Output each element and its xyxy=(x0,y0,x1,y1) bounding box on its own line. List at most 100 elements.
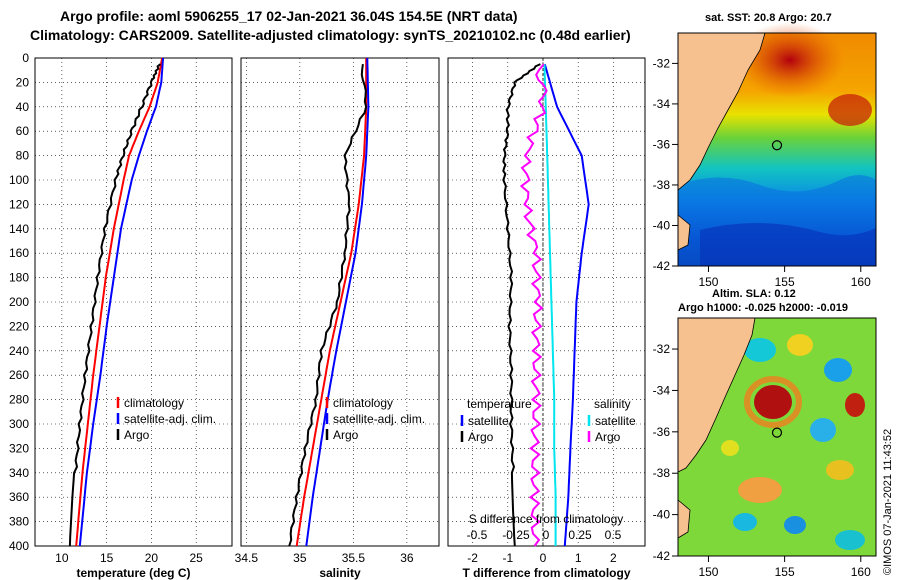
x-tick-label: -1 xyxy=(502,551,513,565)
legend-label: satellite xyxy=(468,414,509,428)
sst-map xyxy=(677,22,877,267)
map-lat-label: -40 xyxy=(653,218,671,232)
sla-eddy xyxy=(826,460,854,480)
x-tick-label: 35 xyxy=(293,551,307,565)
series-line-argo xyxy=(288,63,368,547)
sla-eddy xyxy=(810,418,836,442)
top-tick-label: 0.5 xyxy=(605,528,622,542)
y-tick-label: 280 xyxy=(9,393,29,407)
x-tick-label: 36 xyxy=(400,551,414,565)
sla-eddy xyxy=(787,334,813,356)
series-line-s-satellite xyxy=(543,64,557,546)
map-lat-label: -42 xyxy=(653,259,671,273)
sst-map-frame xyxy=(677,32,877,267)
y-tick-label: 260 xyxy=(9,368,29,382)
map-lat-label: -38 xyxy=(653,178,671,192)
x-axis-label: temperature (deg C) xyxy=(76,566,190,580)
sla-eddy-ring xyxy=(744,376,802,428)
legend-label: Argo xyxy=(124,428,150,442)
y-tick-label: 220 xyxy=(9,319,29,333)
sla-eddy xyxy=(744,338,776,362)
y-tick-label: 120 xyxy=(9,197,29,211)
sla-eddy xyxy=(738,477,782,503)
map-lat-label: -40 xyxy=(653,508,671,522)
x-tick-label: 20 xyxy=(145,551,159,565)
sla-map-title-2: Argo h1000: -0.025 h2000: -0.019 xyxy=(678,302,848,314)
y-tick-label: 380 xyxy=(9,515,29,529)
legend-label: Argo xyxy=(595,430,621,444)
sla-eddy xyxy=(733,513,757,531)
map-lat-label: -32 xyxy=(653,342,671,356)
map-lat-label: -36 xyxy=(653,425,671,439)
y-tick-label: 180 xyxy=(9,271,29,285)
top-tick-label: 0.25 xyxy=(568,528,592,542)
series-line-t-satellite xyxy=(543,63,590,547)
map-lon-label: 150 xyxy=(698,275,718,289)
sla-land xyxy=(677,317,756,473)
legend-title-salinity: salinity xyxy=(594,397,631,411)
title-line-1: Argo profile: aoml 5906255_17 02-Jan-202… xyxy=(60,8,518,24)
sla-map-frame xyxy=(677,317,877,557)
x-tick-label: 35.5 xyxy=(342,551,366,565)
series-line-s-argo xyxy=(519,63,548,547)
map-lon-label: 155 xyxy=(775,275,795,289)
sla-eddy xyxy=(784,516,806,534)
top-tick-label: -0.5 xyxy=(467,528,488,542)
x-axis-label: salinity xyxy=(319,566,361,580)
profile-panel-differences: -2 -1 0 1 2T difference from climatology temp… xyxy=(447,57,646,580)
x-axis-label: T difference from climatology xyxy=(462,566,630,580)
y-tick-label: 340 xyxy=(9,466,29,480)
sla-eddy xyxy=(845,393,865,417)
series-line-climatology xyxy=(75,57,164,547)
map-lon-label: 160 xyxy=(851,275,871,289)
map-lon-label: 150 xyxy=(698,565,718,579)
sst-map-title: sat. SST: 20.8 Argo: 20.7 xyxy=(705,12,832,24)
y-tick-label: 320 xyxy=(9,441,29,455)
sst-cold-band xyxy=(700,222,876,266)
y-tick-label: 0 xyxy=(22,51,29,65)
x-tick-label: 25 xyxy=(190,551,204,565)
series-line-satellite-adj-clim- xyxy=(78,57,165,547)
top-tick-label: -0.25 xyxy=(502,528,530,542)
map-lon-label: 155 xyxy=(775,565,795,579)
profile-panel-salinity: 34.5 35 35.5 36 salinity climatology satellite… xyxy=(235,57,440,580)
y-tick-label: 360 xyxy=(9,490,29,504)
y-tick-label: 240 xyxy=(9,344,29,358)
sst-float-marker xyxy=(771,140,783,151)
legend-title-temperature: temperature xyxy=(467,397,532,411)
legend-label: satellite-adj. clim. xyxy=(124,412,216,426)
legend-label: Argo xyxy=(333,428,359,442)
sla-map-title-1: Altim. SLA: 0.12 xyxy=(712,288,796,300)
map-lat-label: -32 xyxy=(653,56,671,70)
legend-label: Argo xyxy=(468,430,494,444)
x-tick-label: 10 xyxy=(55,551,69,565)
y-tick-label: 40 xyxy=(16,100,30,114)
y-tick-label: 300 xyxy=(9,417,29,431)
x-tick-label: 2 xyxy=(610,551,617,565)
legend-label: climatology xyxy=(333,396,393,410)
map-lat-label: -42 xyxy=(653,549,671,563)
y-tick-label: 60 xyxy=(16,124,30,138)
map-lat-label: -38 xyxy=(653,466,671,480)
x-tick-label: 34.5 xyxy=(235,551,259,565)
top-axis-label: S difference from climatology xyxy=(469,512,624,526)
legend-label: climatology xyxy=(124,396,184,410)
series-line-climatology xyxy=(295,58,368,547)
map-lat-label: -34 xyxy=(653,97,671,111)
map-lon-label: 160 xyxy=(851,565,871,579)
x-tick-label: 15 xyxy=(100,551,114,565)
y-tick-label: 20 xyxy=(16,75,30,89)
credit-text: ©IMOS 07-Jan-2021 11:43:52 xyxy=(882,428,894,575)
y-tick-label: 80 xyxy=(16,149,30,163)
top-tick-label: 0 xyxy=(543,528,550,542)
sla-eddy-high xyxy=(754,385,792,419)
y-tick-label: 400 xyxy=(9,539,29,553)
x-tick-label: -2 xyxy=(467,551,478,565)
sla-eddy xyxy=(721,440,739,456)
y-tick-label: 200 xyxy=(9,295,29,309)
sla-eddy xyxy=(824,358,852,382)
x-tick-label: 1 xyxy=(575,551,582,565)
y-tick-label: 100 xyxy=(9,173,29,187)
